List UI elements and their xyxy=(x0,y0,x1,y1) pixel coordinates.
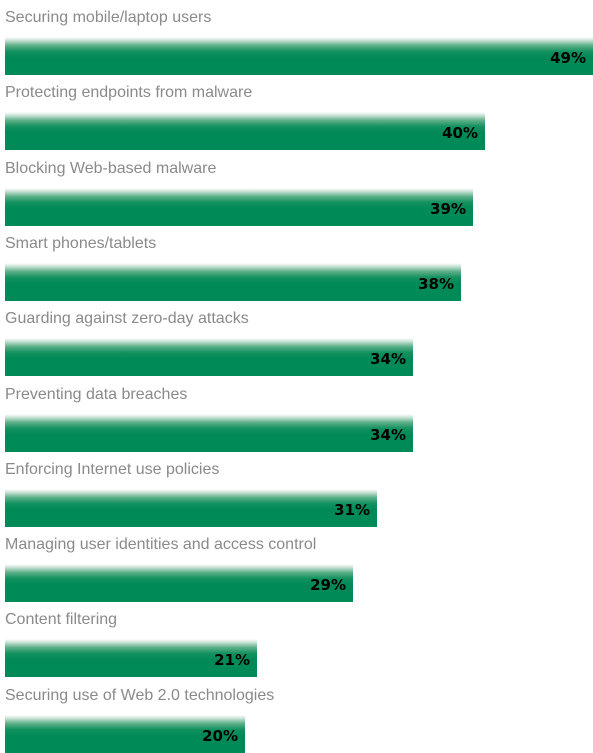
value-label: 34% xyxy=(370,425,406,444)
category-label: Protecting endpoints from malware xyxy=(5,84,253,102)
bar xyxy=(5,714,245,753)
bar xyxy=(5,37,593,75)
category-label: Managing user identities and access cont… xyxy=(5,536,317,554)
bar xyxy=(5,564,353,603)
value-label: 20% xyxy=(202,726,238,745)
value-label: 39% xyxy=(430,199,466,218)
value-label: 21% xyxy=(214,651,250,670)
category-label: Blocking Web-based malware xyxy=(5,159,217,177)
value-label: 34% xyxy=(370,350,406,369)
bar xyxy=(5,187,473,226)
category-label: Securing mobile/laptop users xyxy=(5,9,212,26)
bar xyxy=(5,112,485,151)
category-label: Enforcing Internet use policies xyxy=(5,460,220,478)
value-label: 29% xyxy=(310,576,346,595)
category-label: Content filtering xyxy=(5,611,118,629)
category-label: Guarding against zero-day attacks xyxy=(5,310,249,328)
category-label: Securing use of Web 2.0 technologies xyxy=(5,686,275,704)
bar xyxy=(5,488,377,527)
value-label: 49% xyxy=(550,49,586,67)
bar xyxy=(5,338,413,377)
bar xyxy=(5,262,461,301)
value-label: 40% xyxy=(442,124,478,143)
bar xyxy=(5,413,413,452)
category-label: Preventing data breaches xyxy=(5,385,188,403)
value-label: 38% xyxy=(418,274,454,293)
value-label: 31% xyxy=(334,500,370,519)
category-label: Smart phones/tablets xyxy=(5,234,157,252)
bar xyxy=(5,639,257,678)
